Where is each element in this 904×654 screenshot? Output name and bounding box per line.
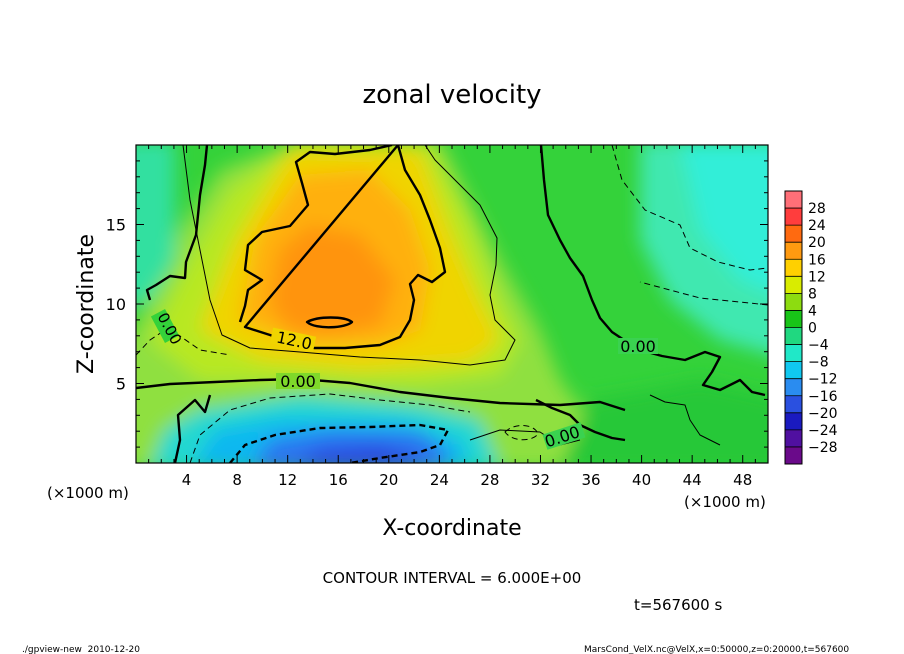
x-axis-title: X-coordinate (382, 516, 521, 541)
x-tick-label: 32 (531, 471, 550, 489)
contour-labels: 0.00 12.0 0.00 0.00 0.00 (150, 309, 658, 451)
contour-zero-lower-branch (173, 394, 212, 463)
contour-6-thin-right (649, 394, 721, 446)
colorbar-swatch (785, 293, 802, 311)
colorbar-swatch (785, 276, 802, 294)
colorbar-swatch (785, 378, 802, 397)
contour-zero-lower (136, 377, 626, 412)
colorbar-label: 12 (808, 269, 826, 285)
y-axis: 5 10 15 (106, 160, 768, 448)
contour-label-zero-right: 0.00 (620, 337, 656, 356)
field-region-deep-blue (300, 445, 420, 463)
colorbar-label: −28 (808, 440, 838, 456)
footer-left-text: ./gpview-new 2010-12-20 (22, 645, 140, 654)
colorbar-label: 4 (808, 303, 817, 319)
x-axis-unit-right: (×1000 m) (684, 493, 766, 511)
field-shading (136, 145, 768, 463)
x-tick-label: 40 (632, 471, 651, 489)
colorbar-swatch (785, 429, 802, 448)
colorbar-swatch (785, 225, 802, 243)
colorbar-swatch (785, 344, 802, 363)
colorbar-label: 20 (808, 235, 826, 251)
contour-6-thin (182, 145, 516, 366)
colorbar-label: 16 (808, 252, 826, 268)
contour-label-zero-lower: 0.00 (280, 372, 316, 391)
colorbar-label: 8 (808, 286, 817, 302)
x-tick-label: 28 (480, 471, 499, 489)
x-tick-label: 20 (379, 471, 398, 489)
colorbar-label: −16 (808, 389, 838, 405)
contour-neg6-dashed-lower (189, 393, 471, 463)
colorbar-swatch (785, 208, 802, 226)
y-tick-label: 15 (106, 216, 126, 235)
x-tick-label: 4 (182, 471, 192, 489)
field-region-teal-left (136, 145, 175, 305)
x-tick-label: 8 (232, 471, 242, 489)
field-region-cyan-light (681, 145, 768, 292)
plot-area: 0.00 12.0 0.00 0.00 0.00 (136, 145, 768, 463)
x-axis: 4 8 12 16 20 24 28 32 36 40 44 48 (148, 145, 756, 489)
x-tick-label: 24 (430, 471, 449, 489)
field-region-green-right-low (563, 380, 768, 463)
contour-neg12-dashed (229, 423, 450, 463)
x-tick-label: 44 (683, 471, 702, 489)
x-tick-label: 48 (733, 471, 752, 489)
time-text: t=567600 s (634, 596, 722, 614)
colorbar-swatch (785, 361, 802, 380)
chart-title: zonal velocity (362, 80, 541, 110)
contour-12-inner (305, 316, 354, 329)
field-region-orange (270, 225, 395, 335)
x-tick-label: 36 (581, 471, 600, 489)
x-axis-unit-left: (×1000 m) (47, 484, 129, 502)
colorbar-swatch (785, 191, 802, 209)
colorbar-label: −4 (808, 338, 829, 354)
colorbar-swatch (785, 310, 802, 328)
contour-neg6-dashed-left (136, 329, 231, 356)
y-tick-label: 10 (106, 295, 126, 314)
contour-neg6-dashed-mid (504, 425, 539, 441)
colorbar-label: −20 (808, 406, 838, 422)
colorbar-label: 24 (808, 218, 826, 234)
colorbar-swatch (785, 327, 802, 346)
footer-right-text: MarsCond_VelX.nc@VelX,x=0:50000,z=0:2000… (584, 645, 849, 654)
contour-zero-left (145, 145, 209, 301)
colorbar-swatch (785, 395, 802, 414)
colorbar-label: 0 (808, 321, 817, 337)
colorbar-swatch (785, 259, 802, 277)
x-tick-label: 12 (278, 471, 297, 489)
colorbar-label: −8 (808, 355, 829, 371)
colorbar-label: −12 (808, 372, 838, 388)
y-axis-title: Z-coordinate (74, 234, 99, 374)
contour-neg6-dashed-right (611, 145, 768, 271)
x-tick-label: 16 (329, 471, 348, 489)
colorbar-swatch (785, 412, 802, 431)
colorbar-label: 28 (808, 201, 826, 217)
y-tick-label: 5 (116, 375, 126, 394)
colorbar-label: −24 (808, 423, 838, 439)
contour-interval-text: CONTOUR INTERVAL = 6.000E+00 (323, 569, 582, 587)
colorbar-swatch (785, 242, 802, 260)
colorbar-swatch (785, 446, 802, 465)
